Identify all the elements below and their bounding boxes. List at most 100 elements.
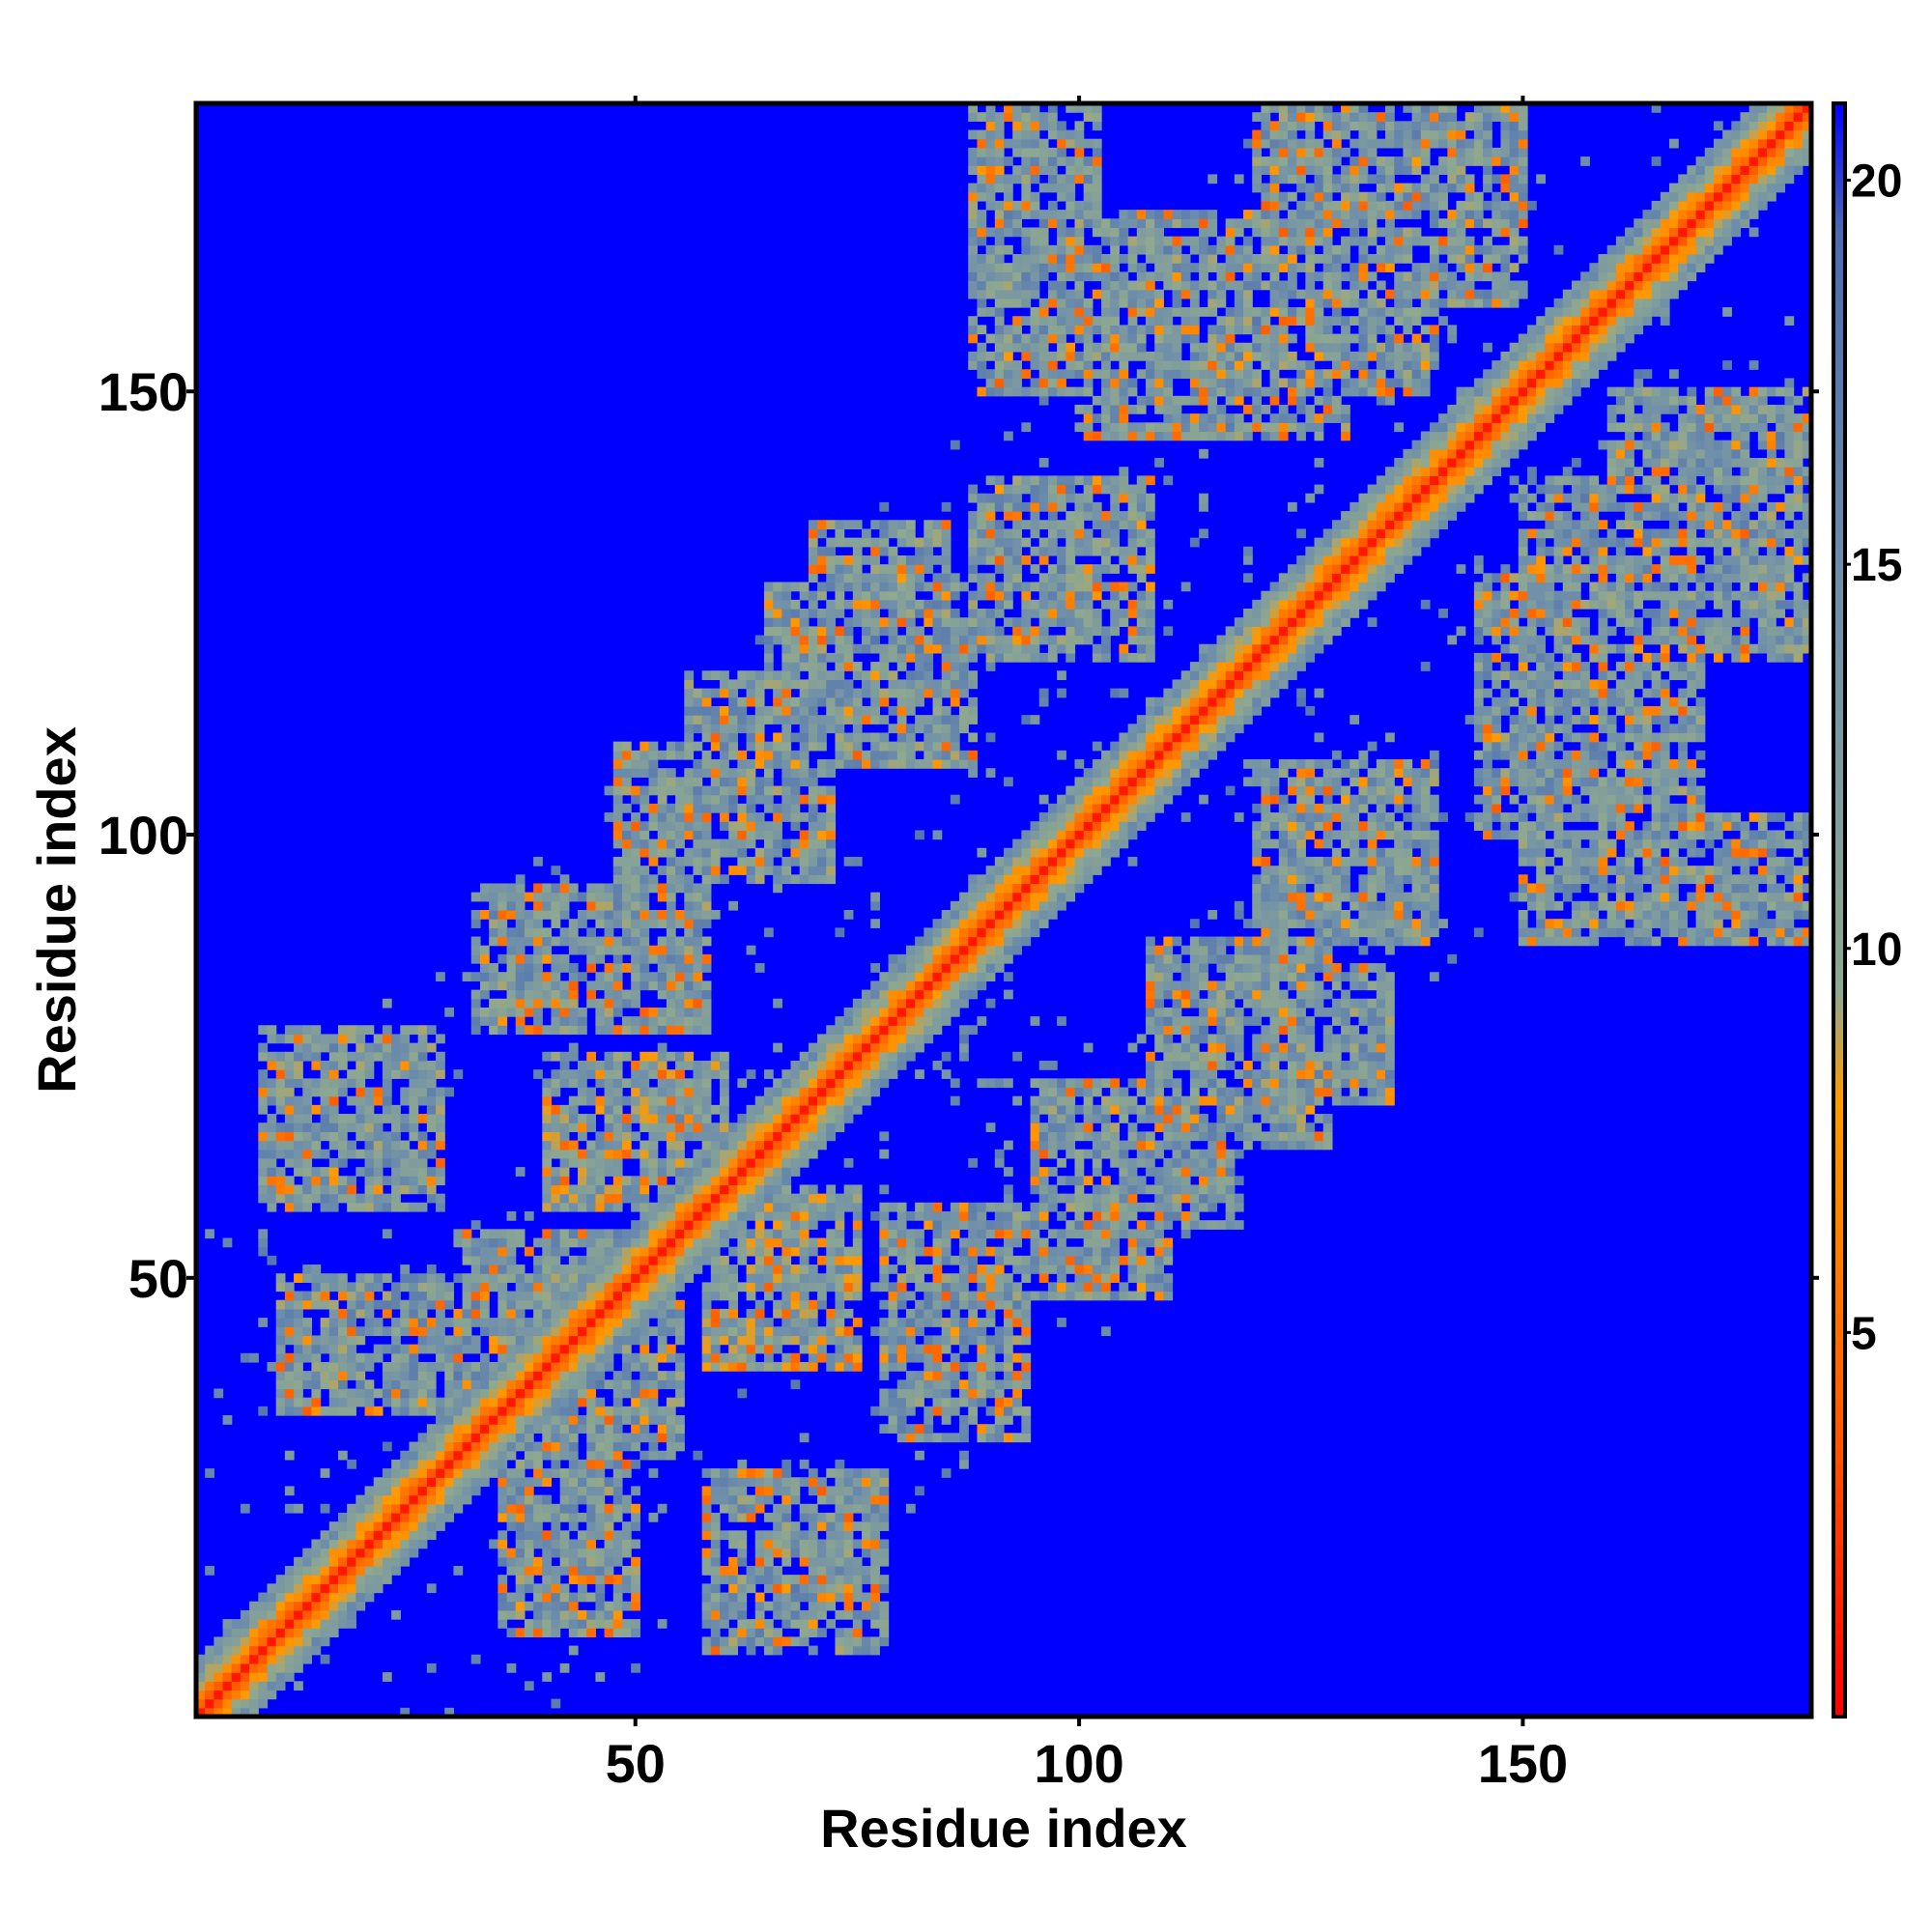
- heatmap-cell: [568, 1468, 579, 1478]
- heatmap-cell: [320, 1291, 330, 1301]
- heatmap-cell: [205, 1468, 214, 1478]
- heatmap-cell: [852, 1202, 863, 1212]
- heatmap-cell: [950, 440, 960, 450]
- heatmap-cell: [781, 1273, 792, 1283]
- heatmap-cell: [773, 1344, 782, 1354]
- heatmap-cell: [462, 1441, 472, 1452]
- heatmap-cell: [808, 590, 818, 601]
- heatmap-cell: [754, 1176, 765, 1186]
- heatmap-cell: [417, 1512, 428, 1522]
- heatmap-cell: [578, 945, 587, 955]
- heatmap-cell: [470, 1415, 481, 1425]
- heatmap-cell: [763, 866, 774, 875]
- heatmap-cell: [799, 590, 810, 601]
- heatmap-cell: [870, 590, 880, 601]
- heatmap-cell: [524, 1583, 534, 1594]
- heatmap-cell: [675, 1095, 685, 1106]
- heatmap-cell: [604, 1441, 614, 1452]
- heatmap-cell: [870, 635, 880, 645]
- heatmap-cell: [754, 866, 765, 875]
- heatmap-cell: [693, 1087, 703, 1097]
- heatmap-cell: [959, 900, 969, 911]
- heatmap-cell: [693, 900, 703, 911]
- heatmap-cell: [311, 1388, 322, 1399]
- heatmap-cell: [479, 1326, 490, 1337]
- heatmap-cell: [817, 874, 827, 885]
- heatmap-cell: [773, 617, 782, 627]
- heatmap-cell: [542, 1335, 553, 1346]
- heatmap-cell: [968, 1025, 979, 1036]
- heatmap-cell: [657, 803, 668, 813]
- heatmap-cell: [578, 1229, 587, 1239]
- heatmap-cell: [231, 1628, 242, 1638]
- heatmap-cell: [258, 1176, 269, 1186]
- heatmap-cell: [852, 1087, 863, 1097]
- heatmap-cell: [542, 1157, 553, 1168]
- heatmap-cell: [373, 1149, 384, 1159]
- heatmap-cell: [720, 1566, 729, 1576]
- heatmap-cell: [693, 989, 703, 1000]
- heatmap-cell: [284, 1095, 295, 1106]
- heatmap-cell: [852, 1494, 863, 1505]
- heatmap-cell: [754, 1167, 765, 1177]
- heatmap-cell: [409, 1318, 419, 1327]
- heatmap-cell: [808, 573, 818, 583]
- heatmap-cell: [773, 883, 782, 894]
- heatmap-cell: [790, 1114, 801, 1123]
- heatmap-cell: [470, 1371, 481, 1380]
- heatmap-cell: [754, 670, 765, 681]
- heatmap-cell: [950, 794, 960, 805]
- heatmap-cell: [621, 1352, 632, 1363]
- heatmap-cell: [648, 1104, 659, 1115]
- heatmap-cell: [294, 1654, 303, 1664]
- heatmap-cell: [364, 1494, 375, 1505]
- heatmap-cell: [977, 298, 987, 308]
- heatmap-cell: [941, 919, 952, 928]
- heatmap-cell: [648, 1308, 659, 1319]
- heatmap-cell: [675, 1308, 685, 1319]
- heatmap-cell: [799, 1512, 810, 1522]
- heatmap-cell: [551, 1282, 561, 1293]
- heatmap-cell: [879, 989, 890, 1000]
- heatmap-cell: [790, 705, 801, 716]
- heatmap-cell: [551, 1131, 561, 1142]
- heatmap-cell: [559, 1424, 570, 1434]
- heatmap-cell: [631, 972, 640, 982]
- heatmap-cell: [604, 1104, 614, 1115]
- heatmap-cell: [843, 599, 854, 610]
- heatmap-cell: [612, 883, 623, 894]
- heatmap-cell: [675, 1246, 685, 1257]
- heatmap-cell: [720, 1326, 729, 1337]
- heatmap-cell: [328, 1140, 339, 1151]
- heatmap-cell: [382, 1397, 392, 1407]
- heatmap-cell: [648, 1388, 659, 1399]
- heatmap-cell: [959, 626, 969, 637]
- heatmap-cell: [436, 1521, 445, 1531]
- heatmap-cell: [320, 1361, 330, 1372]
- heatmap-cell: [417, 1397, 428, 1407]
- heatmap-cell: [879, 537, 890, 548]
- heatmap-cell: [879, 741, 890, 752]
- heatmap-cell: [364, 1060, 375, 1070]
- heatmap-cell: [551, 1326, 561, 1337]
- heatmap-cell: [950, 1220, 960, 1230]
- heatmap-cell: [790, 1282, 801, 1293]
- heatmap-cell: [595, 1060, 606, 1070]
- heatmap-cell: [905, 609, 916, 618]
- heatmap-cell: [631, 945, 640, 955]
- heatmap-cell: [400, 1025, 411, 1036]
- heatmap-cell: [763, 741, 774, 752]
- heatmap-cell: [258, 1078, 269, 1089]
- heatmap-cell: [959, 972, 969, 982]
- heatmap-cell: [470, 989, 481, 1000]
- heatmap-cell: [436, 1326, 445, 1337]
- heatmap-cell: [612, 830, 623, 840]
- heatmap-cell: [222, 1619, 233, 1629]
- heatmap-cell: [657, 866, 668, 875]
- heatmap-cell: [542, 927, 553, 938]
- heatmap-cell: [879, 1078, 890, 1089]
- heatmap-cell: [364, 1318, 375, 1327]
- heatmap-cell: [436, 1167, 445, 1177]
- heatmap-cell: [905, 1503, 916, 1514]
- heatmap-cell: [470, 1220, 481, 1230]
